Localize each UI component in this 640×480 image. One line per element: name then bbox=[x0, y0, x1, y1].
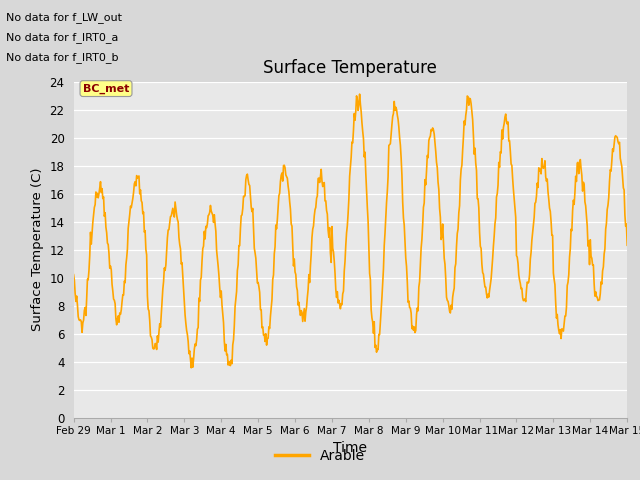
Text: No data for f_IRT0_b: No data for f_IRT0_b bbox=[6, 52, 119, 63]
Y-axis label: Surface Temperature (C): Surface Temperature (C) bbox=[31, 168, 44, 331]
X-axis label: Time: Time bbox=[333, 442, 367, 456]
Legend: Arable: Arable bbox=[269, 443, 371, 468]
Text: No data for f_IRT0_a: No data for f_IRT0_a bbox=[6, 32, 119, 43]
Text: No data for f_LW_out: No data for f_LW_out bbox=[6, 12, 122, 23]
Text: BC_met: BC_met bbox=[83, 84, 129, 94]
Title: Surface Temperature: Surface Temperature bbox=[264, 59, 437, 77]
